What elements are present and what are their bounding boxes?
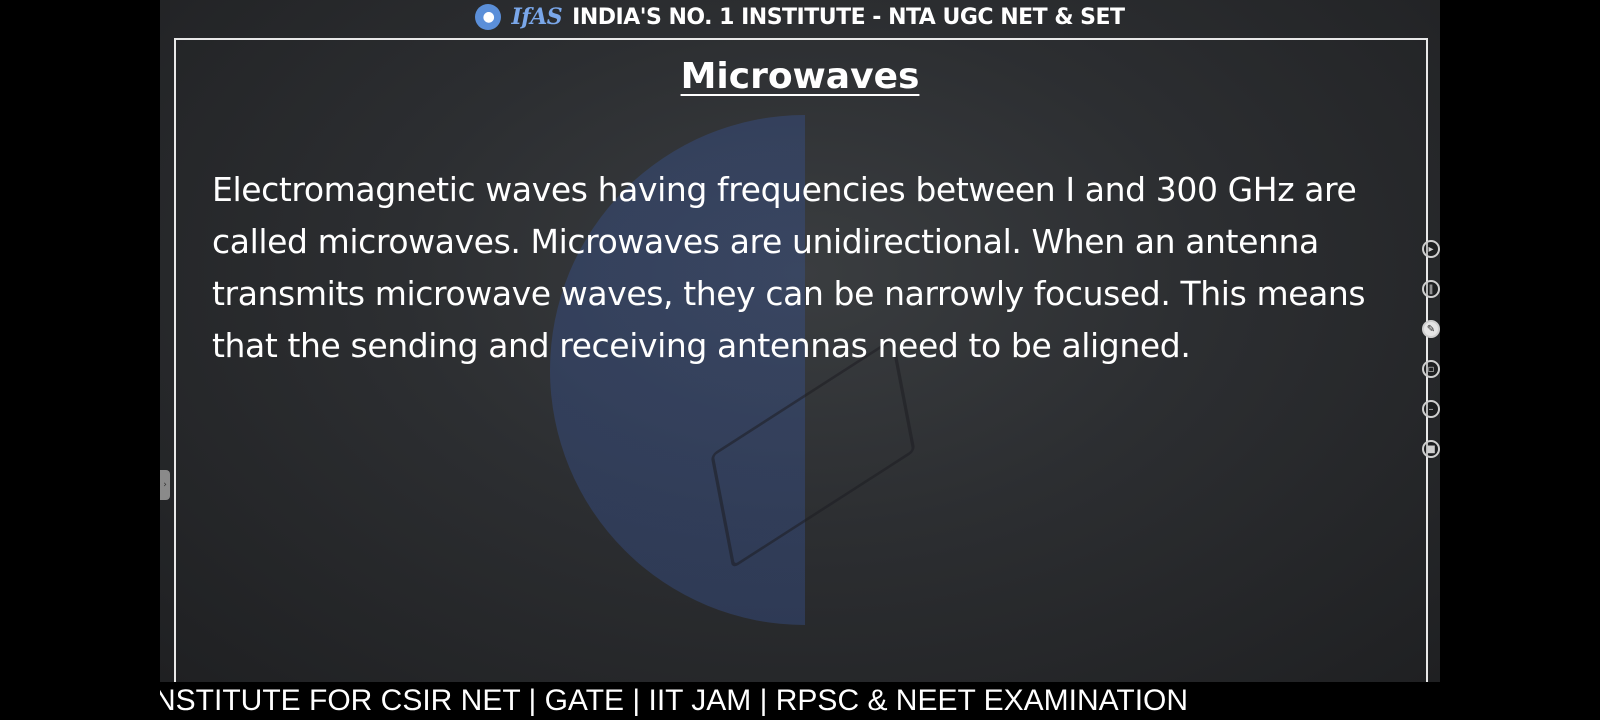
video-frame[interactable]: ● IfAS INDIA'S NO. 1 INSTITUTE - NTA UGC… bbox=[160, 0, 1440, 682]
bottom-ticker: NSTITUTE FOR CSIR NET | GATE | IIT JAM |… bbox=[160, 682, 1440, 720]
side-toolbar: ▸ ‖ ✎ ▫ – ■ bbox=[1422, 240, 1440, 458]
play-icon[interactable]: ▸ bbox=[1422, 240, 1440, 258]
ticker-text: NSTITUTE FOR CSIR NET | GATE | IIT JAM |… bbox=[160, 684, 1189, 717]
minus-icon[interactable]: – bbox=[1422, 400, 1440, 418]
watermark-logo bbox=[550, 115, 1060, 625]
header-tagline: INDIA'S NO. 1 INSTITUTE - NTA UGC NET & … bbox=[572, 4, 1125, 30]
slide-body-text: Electromagnetic waves having frequencies… bbox=[212, 170, 1366, 365]
left-panel-toggle[interactable]: › bbox=[160, 470, 170, 500]
stop-icon[interactable]: ■ bbox=[1422, 440, 1440, 458]
eraser-icon[interactable]: ▫ bbox=[1422, 360, 1440, 378]
pen-icon[interactable]: ✎ bbox=[1422, 320, 1440, 338]
brand-name: IfAS bbox=[511, 4, 563, 30]
pause-icon[interactable]: ‖ bbox=[1422, 280, 1440, 298]
slide-title: Microwaves bbox=[680, 56, 920, 97]
ifas-logo-icon: ● bbox=[475, 4, 502, 30]
header-banner: ● IfAS INDIA'S NO. 1 INSTITUTE - NTA UGC… bbox=[160, 0, 1440, 34]
